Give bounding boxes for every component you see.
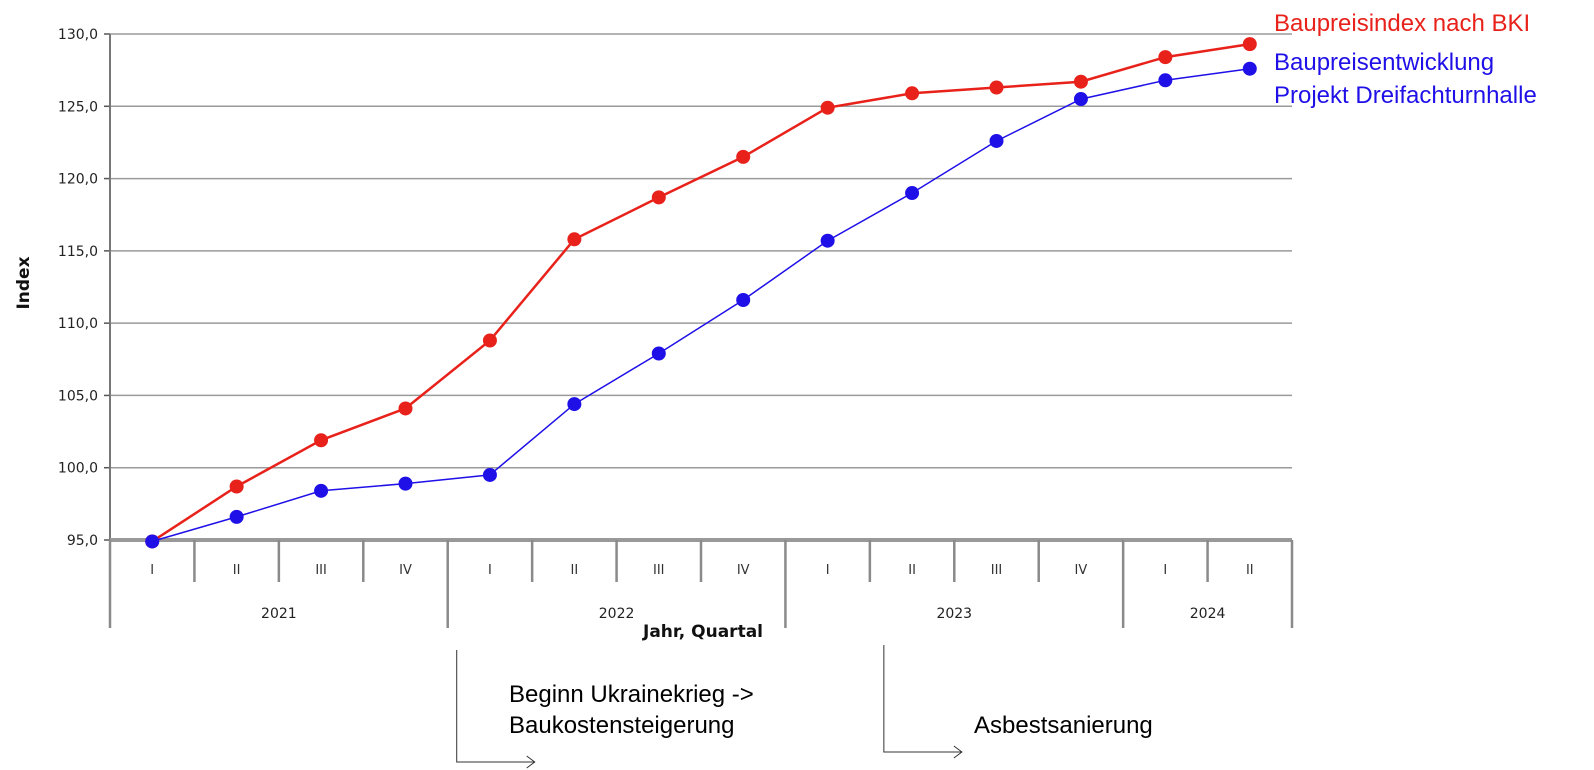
year-label: 2021: [261, 606, 297, 622]
y-tick-label: 125,0: [58, 99, 98, 115]
y-tick-label: 105,0: [58, 388, 98, 404]
data-point-project: [398, 476, 413, 491]
data-point-project: [989, 133, 1004, 148]
data-points: [145, 37, 1257, 549]
data-point-project: [736, 293, 751, 308]
data-point-bki: [398, 401, 413, 416]
quarter-label: II: [571, 563, 579, 578]
quarter-label: II: [908, 563, 916, 578]
data-point-project: [229, 509, 244, 524]
year-label: 2023: [936, 606, 972, 622]
y-tick-label: 95,0: [67, 533, 98, 549]
year-label: 2022: [599, 606, 635, 622]
y-tick-label: 100,0: [58, 461, 98, 477]
quarter-label: I: [150, 563, 154, 578]
quarter-label: I: [488, 563, 492, 578]
annotation-asbest: Asbestsanierung: [974, 712, 1153, 739]
data-point-bki: [482, 333, 497, 348]
data-point-bki: [736, 149, 751, 164]
legend-label-project-line1: Baupreisentwicklung: [1274, 49, 1494, 76]
data-point-project: [145, 534, 160, 549]
data-point-bki: [651, 190, 666, 205]
y-axis-title: Index: [14, 256, 34, 309]
y-tick-label: 120,0: [58, 172, 98, 188]
data-point-project: [1073, 92, 1088, 107]
annotation-ukraine-line1: Beginn Ukrainekrieg ->: [509, 681, 754, 708]
annotation-arrow-ukraine: [456, 650, 536, 769]
annotation-arrow-asbest: [883, 645, 963, 759]
series-line-project: [151, 67, 1250, 543]
y-tick-label: 110,0: [58, 316, 98, 332]
data-point-bki: [567, 232, 582, 247]
data-point-project: [1158, 73, 1173, 88]
data-point-project: [651, 346, 666, 361]
data-point-project: [820, 233, 835, 248]
quarter-label: IV: [737, 563, 750, 578]
quarter-label: IV: [1075, 563, 1088, 578]
annotation-ukraine-line2: Baukostensteigerung: [509, 712, 735, 739]
quarter-label: III: [653, 563, 665, 578]
data-point-bki: [905, 86, 920, 101]
quarter-label: I: [1163, 563, 1167, 578]
data-point-project: [567, 397, 582, 412]
data-point-project: [314, 483, 329, 498]
quarter-label: IV: [399, 563, 412, 578]
quarter-label: II: [1246, 563, 1254, 578]
series-lines: [151, 42, 1250, 543]
data-point-project: [1242, 61, 1257, 76]
data-point-bki: [1242, 37, 1257, 52]
data-point-bki: [820, 100, 835, 115]
quarter-label: I: [826, 563, 830, 578]
data-point-bki: [314, 433, 329, 448]
y-tick-label: 130,0: [58, 27, 98, 43]
data-point-project: [905, 186, 920, 201]
gridlines: [110, 33, 1292, 541]
data-point-bki: [229, 479, 244, 494]
data-point-bki: [989, 80, 1004, 95]
data-point-bki: [1158, 50, 1173, 65]
series-line-bki: [151, 42, 1250, 543]
quarter-label: II: [233, 563, 241, 578]
quarter-label: III: [315, 563, 327, 578]
x-axis-title: Jahr, Quartal: [642, 622, 763, 642]
y-tick-labels: 95,0 100,0 105,0 110,0 115,0 120,0 125,0 130,0: [58, 27, 98, 549]
annotations: Beginn Ukrainekrieg -> Baukostensteigeru…: [456, 645, 1153, 769]
quarter-label: III: [991, 563, 1003, 578]
data-point-project: [482, 467, 497, 482]
data-point-bki: [1073, 74, 1088, 89]
y-tick-label: 115,0: [58, 244, 98, 260]
legend-label-bki: Baupreisindex nach BKI: [1274, 10, 1530, 37]
year-label: 2024: [1190, 606, 1226, 622]
legend-label-project-line2: Projekt Dreifachturnhalle: [1274, 82, 1537, 109]
legend: Baupreisindex nach BKI Baupreisentwicklu…: [1274, 10, 1537, 109]
